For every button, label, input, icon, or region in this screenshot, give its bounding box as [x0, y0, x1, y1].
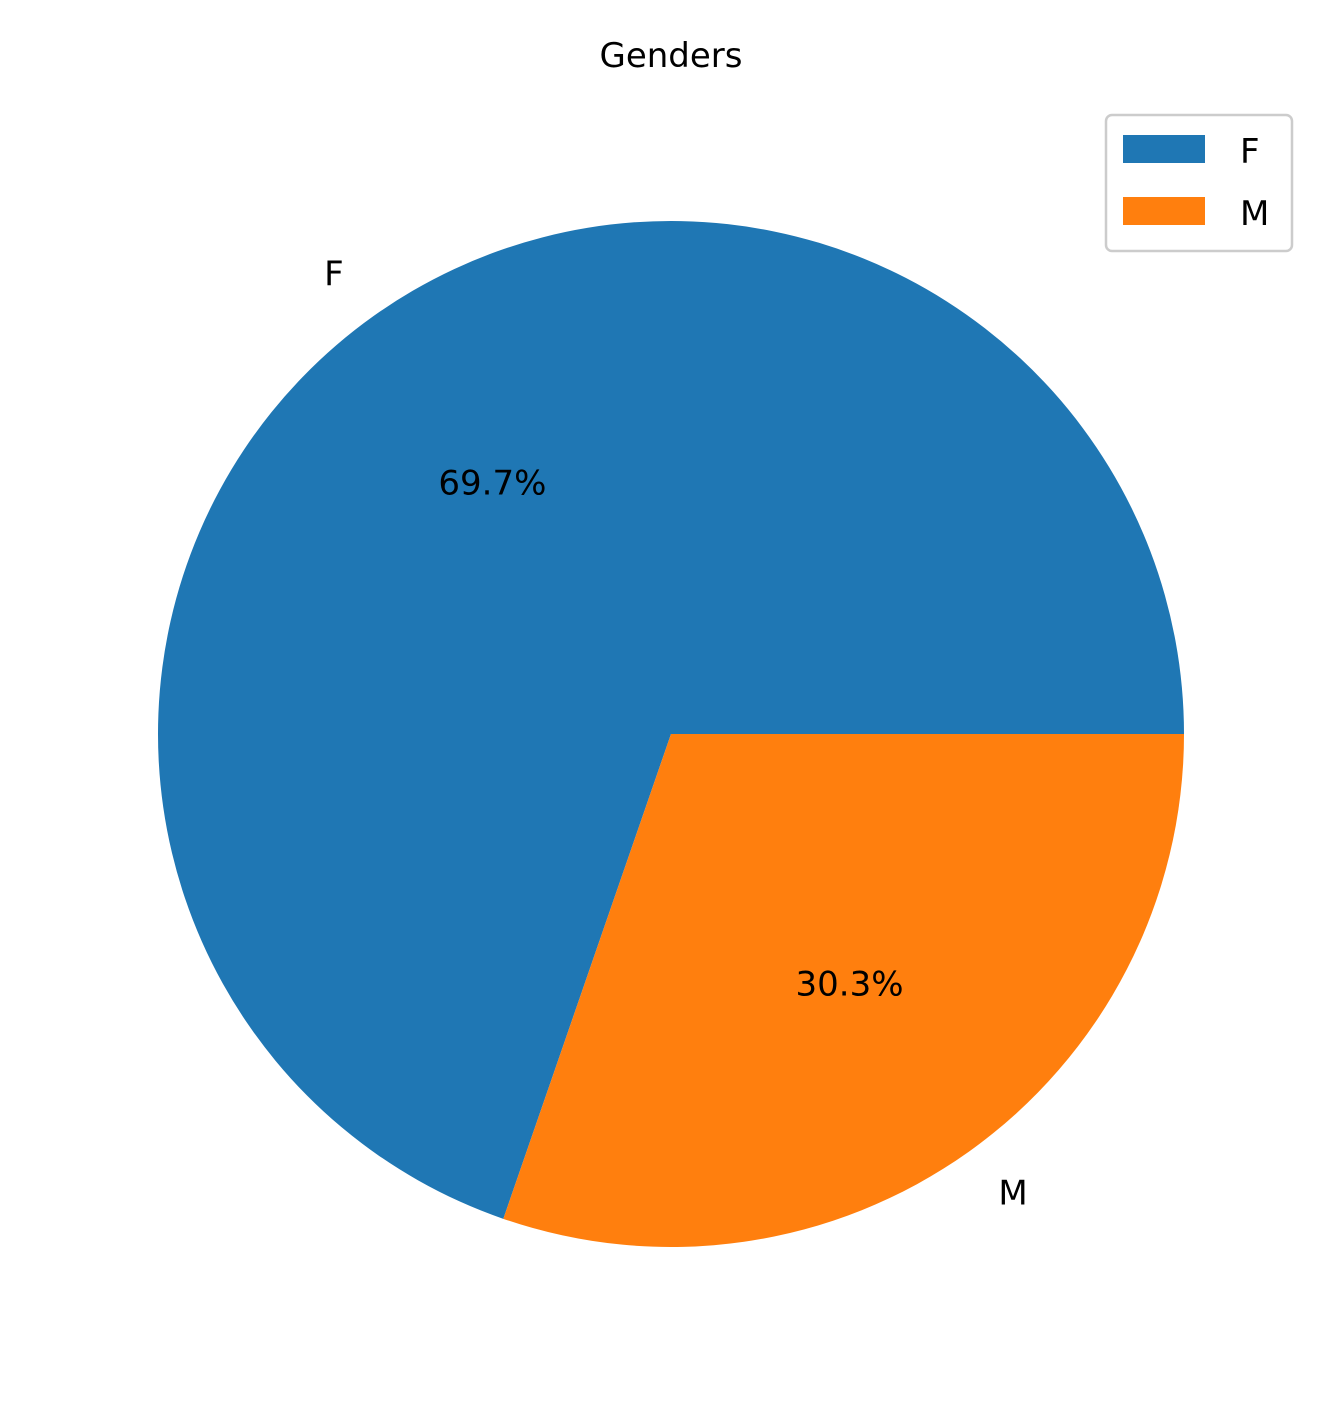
category-label-f: F — [324, 254, 344, 294]
legend-swatch-m — [1123, 197, 1205, 225]
chart-title: Genders — [599, 36, 742, 76]
percent-label-m: 30.3% — [796, 965, 904, 1005]
pie-slices — [158, 221, 1185, 1247]
percent-label-f: 69.7% — [438, 463, 546, 503]
legend-label-f: F — [1240, 132, 1260, 172]
legend-label-m: M — [1240, 194, 1269, 234]
category-label-m: M — [998, 1174, 1027, 1214]
legend: F M — [1104, 113, 1294, 253]
pie-slice-m — [503, 734, 1185, 1247]
pie-slice-f — [158, 221, 1184, 1219]
pie-labels: 69.7% F 30.3% M — [324, 254, 1028, 1213]
legend-swatch-f — [1123, 135, 1205, 163]
